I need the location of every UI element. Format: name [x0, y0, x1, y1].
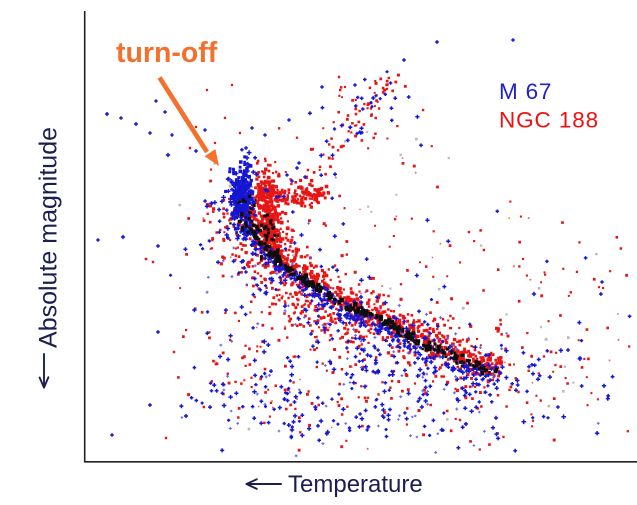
- svg-text:NGC 188: NGC 188: [499, 108, 599, 133]
- svg-text:M 67: M 67: [499, 79, 552, 104]
- svg-text:turn-off: turn-off: [116, 37, 218, 69]
- svg-text:Absolute magnitude: Absolute magnitude: [35, 127, 63, 348]
- svg-text:Temperature: Temperature: [288, 471, 423, 498]
